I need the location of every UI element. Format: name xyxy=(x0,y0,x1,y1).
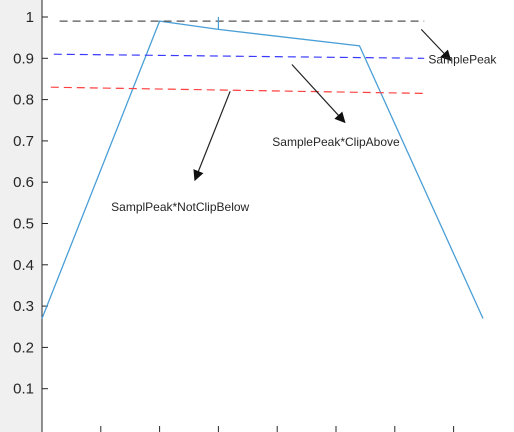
y-tick-label: 0.8 xyxy=(13,92,34,109)
plot-area xyxy=(42,0,514,432)
annotation-label: SamplPeak*NotClipBelow xyxy=(111,200,249,214)
annotation-arrow xyxy=(193,91,231,182)
y-tick-label: 1 xyxy=(26,9,34,26)
y-tick-label: 0.6 xyxy=(13,174,34,191)
annotation-label: SamplePeak*ClipAbove xyxy=(272,135,400,149)
data-line-0 xyxy=(41,20,484,319)
y-tick-label: 0.5 xyxy=(13,216,34,233)
y-tick-label: 0.2 xyxy=(13,339,34,356)
y-tick-label: 0.4 xyxy=(13,257,34,274)
y-axis-ticks: 0.1 0.2 0.3 0.4 0.5 0.6 0.7 0.8 0.9 1 xyxy=(13,9,48,398)
series-layer xyxy=(41,17,484,319)
y-tick-label: 0.1 xyxy=(13,381,34,398)
y-tick-label: 0.9 xyxy=(13,50,34,67)
y-tick-label: 0.3 xyxy=(13,298,34,315)
x-axis-ticks xyxy=(41,426,455,432)
annotation-arrow xyxy=(291,64,346,124)
annotation-arrow xyxy=(420,28,452,62)
annotations-layer: SamplePeak SamplePeak*ClipAbove SamplPeak*… xyxy=(111,28,497,214)
reference-line-2 xyxy=(53,53,425,59)
y-tick-label: 0.7 xyxy=(13,133,34,150)
reference-line-3 xyxy=(50,86,425,94)
annotation-label: SamplePeak xyxy=(428,52,497,66)
